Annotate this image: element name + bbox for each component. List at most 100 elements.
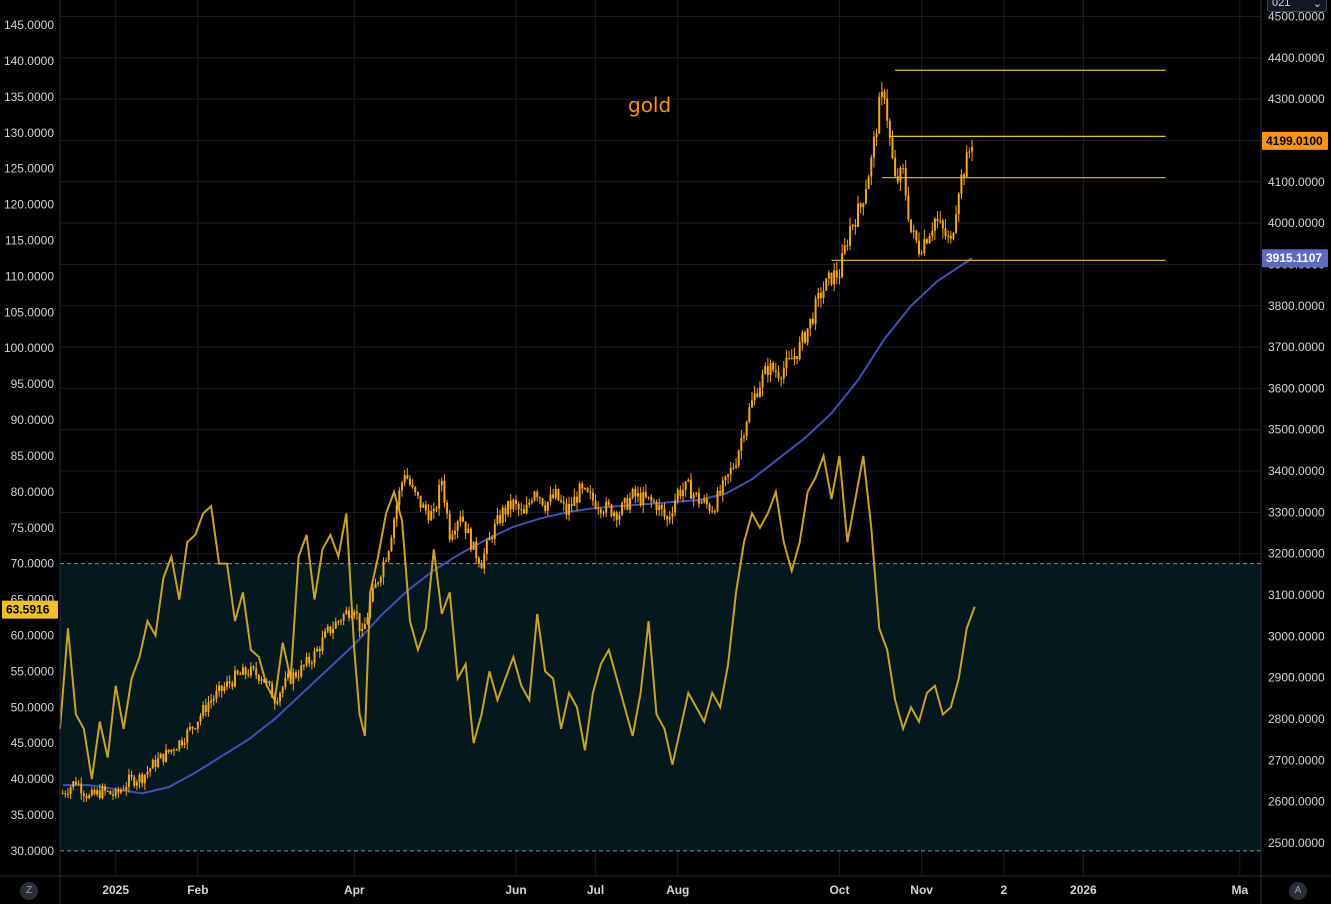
candle-body — [896, 176, 899, 182]
price-tick-label: 3000.0000 — [1268, 629, 1325, 643]
candle-body — [212, 698, 215, 701]
candle-body — [151, 759, 154, 769]
candle-body — [326, 626, 329, 632]
candle-body — [695, 492, 698, 495]
candle-body — [522, 509, 525, 514]
candle-body — [833, 270, 836, 285]
osc-tick-label: 35.0000 — [11, 808, 55, 822]
candle-body — [538, 497, 541, 499]
candle-body — [533, 491, 536, 501]
candle-body — [955, 214, 958, 233]
candle-body — [297, 676, 300, 678]
candle-body — [355, 611, 358, 614]
osc-tick-label: 125.0000 — [4, 162, 54, 176]
candle-body — [507, 500, 510, 515]
candle-body — [464, 521, 467, 534]
candle-body — [520, 509, 523, 511]
candle-body — [636, 493, 639, 497]
interval-selector[interactable]: 021 ⌄ — [1267, 0, 1327, 12]
time-axis[interactable]: 2025 Feb Apr Jun Jul Aug Oct Nov 2 2026 Ma — [102, 883, 1248, 897]
candle-body — [766, 366, 769, 375]
candle-body — [438, 484, 441, 509]
osc-tick-label: 40.0000 — [11, 772, 55, 786]
candle-body — [703, 498, 706, 502]
candle-body — [947, 235, 950, 237]
candle-body — [719, 490, 722, 494]
candle-body — [141, 774, 144, 784]
candle-body — [424, 504, 427, 511]
moving-average-tag-bg — [1262, 249, 1328, 268]
candle-body — [623, 497, 626, 503]
candle-body — [655, 501, 658, 511]
candle-body — [480, 563, 483, 569]
zoom-reset-button[interactable]: Z — [20, 882, 38, 900]
candle-body — [830, 272, 833, 285]
candle-body — [305, 656, 308, 666]
candle-body — [618, 514, 621, 520]
candle-body — [122, 790, 125, 792]
candle-body — [737, 450, 740, 466]
time-tick-label: 2026 — [1070, 883, 1097, 897]
candle-body — [904, 168, 907, 196]
candle-body — [846, 245, 849, 247]
candle-body — [700, 501, 703, 504]
candle-body — [345, 610, 348, 615]
candle-body — [819, 292, 822, 299]
candle-body — [716, 490, 719, 512]
candle-body — [196, 721, 199, 729]
candle-body — [456, 521, 459, 531]
price-tick-label: 4100.0000 — [1268, 175, 1325, 189]
osc-tick-label: 100.0000 — [4, 341, 54, 355]
price-tick-label: 3100.0000 — [1268, 588, 1325, 602]
last-price-tag-bg — [1262, 131, 1328, 150]
candle-body — [806, 328, 809, 343]
candle-body — [85, 795, 88, 799]
candle-body — [366, 617, 369, 625]
candle-body — [639, 493, 642, 505]
candle-body — [724, 476, 727, 481]
candle-body — [838, 276, 841, 278]
candle-body — [692, 494, 695, 499]
candle-body — [613, 512, 616, 517]
candle-body — [504, 507, 507, 515]
candle-body — [888, 120, 891, 138]
auto-scale-button[interactable]: A — [1289, 882, 1307, 900]
candle-body — [485, 540, 488, 554]
candle-body — [162, 753, 165, 762]
candle-body — [491, 537, 494, 540]
candle-body — [841, 253, 844, 278]
candle-body — [332, 628, 335, 634]
candle-body — [743, 436, 746, 438]
candle-body — [448, 513, 451, 540]
price-tick-label: 3400.0000 — [1268, 464, 1325, 478]
candle-body — [98, 790, 101, 798]
price-axis[interactable]: 2500.0000 2600.0000 2700.0000 2800.0000 2900… — [1268, 10, 1325, 850]
candle-body — [244, 667, 247, 675]
candle-body — [835, 270, 838, 277]
candle-body — [276, 701, 279, 704]
candle-body — [684, 481, 687, 491]
time-tick-label: Jul — [587, 883, 604, 897]
candle-body — [721, 480, 724, 494]
candle-body — [337, 621, 340, 623]
candle-body — [154, 759, 157, 767]
candle-body — [334, 621, 337, 629]
time-tick-label: Jun — [505, 883, 526, 897]
candle-body — [732, 467, 735, 469]
candle-body — [440, 480, 443, 485]
candle-body — [483, 553, 486, 569]
candle-body — [403, 475, 406, 483]
price-tick-label: 2500.0000 — [1268, 836, 1325, 850]
horizontal-levels[interactable] — [831, 69, 1166, 261]
candle-body — [199, 715, 202, 722]
candle-body — [90, 789, 93, 796]
candle-body — [666, 516, 669, 520]
candle-body — [271, 683, 274, 698]
candle-body — [557, 489, 560, 501]
osc-tick-label: 130.0000 — [4, 126, 54, 140]
candle-body — [363, 624, 366, 629]
candle-body — [69, 787, 72, 794]
candle-body — [530, 500, 533, 503]
oscillator-axis[interactable]: 30.0000 35.0000 40.0000 45.0000 50.0000 55.00… — [4, 18, 54, 858]
